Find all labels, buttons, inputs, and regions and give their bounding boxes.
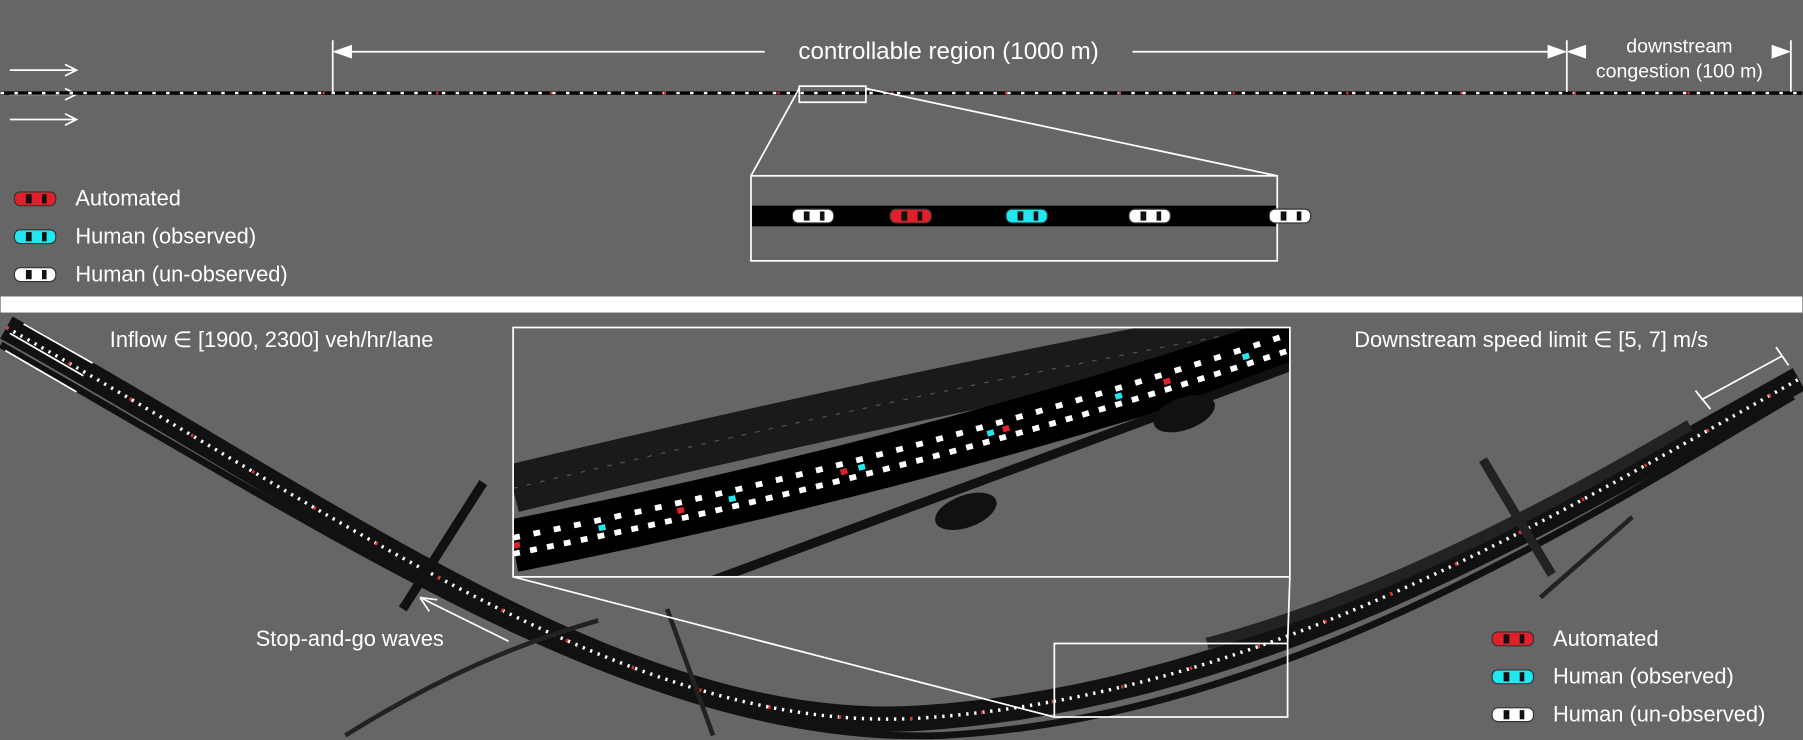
legend-label: Human (observed) [1553, 664, 1734, 689]
legend-label: Human (observed) [75, 224, 256, 249]
downstream-label: downstream [1626, 35, 1732, 57]
car [1268, 208, 1312, 224]
legend: Automated Human (observed) Human (un-obs… [1491, 626, 1765, 727]
divider [0, 296, 1803, 313]
car [791, 208, 835, 224]
region-dimension [331, 40, 1792, 92]
speed-label: Downstream speed limit ∈ [5, 7] m/s [1354, 327, 1708, 352]
legend-label: Automated [75, 186, 181, 211]
annotation-arrows [4, 323, 1790, 642]
car [1005, 208, 1049, 224]
inset [512, 326, 1291, 578]
inflow-label: Inflow ∈ [1900, 2300] veh/hr/lane [110, 327, 434, 352]
legend-label: Automated [1553, 626, 1659, 651]
legend: Automated Human (observed) Human (un-obs… [13, 186, 288, 287]
car [1128, 208, 1171, 224]
top-panel [0, 0, 1803, 297]
region-label: controllable region (1000 m) [798, 38, 1098, 65]
legend-label: Human (un-observed) [75, 262, 287, 287]
downstream-label: congestion (100 m) [1596, 61, 1763, 83]
legend-label: Human (un-observed) [1553, 702, 1765, 727]
inset-zoom [512, 575, 1291, 718]
car [889, 208, 932, 224]
waves-label: Stop-and-go waves [256, 626, 444, 651]
road-network [0, 316, 1803, 740]
